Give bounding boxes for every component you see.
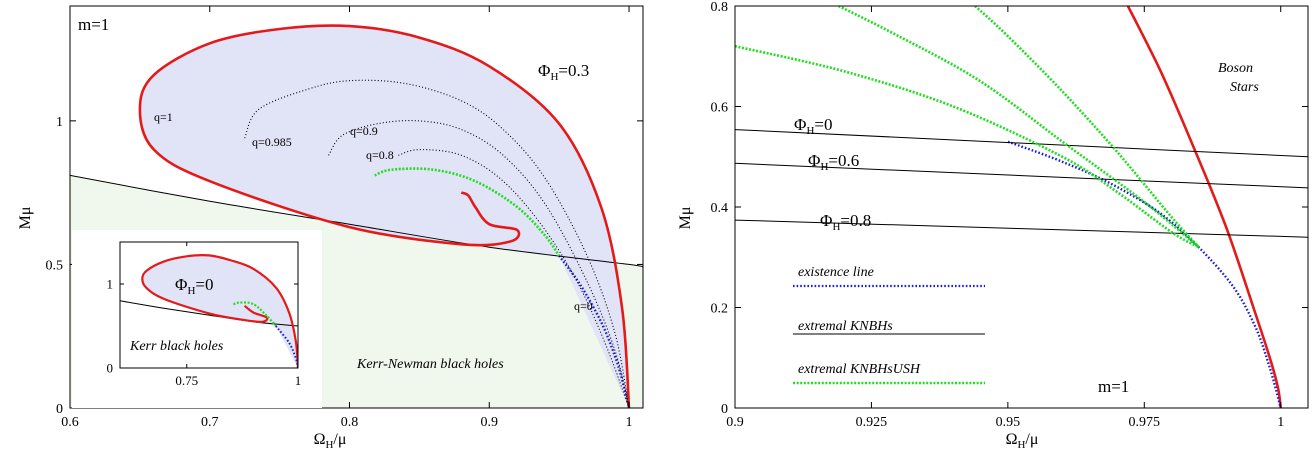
right-extremal-KNBHsUSH-series-7 (974, 6, 1200, 249)
left-existence-line-series-0 (558, 255, 631, 408)
legend-extremal-label: extremal KNBHs (798, 319, 893, 334)
legend-ush-label: extremal KNBHsUSH (798, 362, 921, 377)
right-chart: 0.9 0.925 0.95 0.975 1 0 0.2 0.4 0.6 0.8 Boson St… (677, 0, 1309, 450)
left-solutions-q0985-series-3 (244, 79, 630, 408)
label-phi0: ΦH=0 (794, 115, 832, 137)
left-solutions-q1-series-2 (138, 24, 631, 408)
left-solutions-q09-series-4 (328, 120, 630, 408)
right-y-axis-title: Mμ (677, 207, 694, 230)
left-y-tick-label: 1 (56, 115, 63, 130)
left-chart: 0.6 0.7 0.8 0.9 1 0 0.5 1 m=1 ΦH=0.3 q=1 q=0.98… (17, 5, 644, 450)
right-x-tick-label: 0.975 (1129, 415, 1161, 430)
right-extremal-KNBHsUSH-series-5 (735, 44, 1200, 249)
label-m: m=1 (78, 15, 109, 34)
label-boson: Boson (1218, 61, 1253, 76)
right-x-tick-label: 0.95 (996, 415, 1021, 430)
inset-frame (119, 241, 299, 369)
inset-chart: 0.75 1 0 1 ΦH=0 Kerr black holes (72, 230, 322, 408)
left-extremal-KN-series-1 (70, 174, 643, 268)
right-y-tick-label: 0 (721, 402, 728, 417)
left-plot-frame (69, 5, 644, 409)
right-extremal-KNBHs-series-4 (735, 219, 1308, 238)
right-y-tick-label: 0.8 (711, 0, 729, 15)
inset-y-tick-label: 0 (107, 361, 114, 376)
right-y-tick-label: 0.4 (711, 201, 729, 216)
label-q0: q=0 (574, 299, 593, 313)
label-kerr-newman: Kerr-Newman black holes (356, 357, 504, 372)
right-x-tick-label: 0.925 (856, 415, 888, 430)
right-y-tick-label: 0.6 (711, 100, 729, 115)
left-x-tick-label: 1 (626, 415, 633, 430)
left-y-axis-title: Mμ (17, 207, 34, 230)
inset-x-tick-label: 0.75 (175, 373, 198, 388)
left-x-tick-label: 0.6 (61, 415, 79, 430)
right-existence-line-series-1 (1007, 140, 1282, 408)
left-y-tick-label: 0 (56, 402, 63, 417)
inset-extremal-USH-series-3 (233, 301, 277, 327)
left-x-tick-label: 0.8 (341, 415, 359, 430)
label-phi08: ΦH=0.8 (820, 211, 871, 233)
right-extremal-KNBHs-series-3 (735, 162, 1308, 189)
inset-label-kerr: Kerr black holes (129, 339, 224, 354)
right-x-tick-label: 0.9 (726, 415, 744, 430)
inset-solution-region (142, 255, 298, 368)
left-y-tick-label: 0.5 (46, 258, 64, 273)
left-x-tick-label: 0.7 (201, 415, 219, 430)
label-q0985: q=0.985 (252, 135, 292, 149)
legend-existence-label: existence line (798, 265, 874, 280)
label-phi06: ΦH=0.6 (808, 151, 859, 173)
label-q09: q=0.9 (350, 124, 378, 138)
solution-region (139, 25, 629, 408)
right-y-tick-label: 0.2 (711, 301, 729, 316)
inset-solutions-series-1 (141, 254, 298, 368)
left-x-axis-title: ΩH/μ (314, 431, 347, 450)
inset-x-tick-label: 1 (295, 373, 302, 388)
left-x-tick-label: 0.9 (481, 415, 499, 430)
label-phi: ΦH=0.3 (538, 61, 589, 83)
legend: existence line extremal KNBHs extremal K… (793, 265, 985, 385)
label-stars: Stars (1230, 80, 1259, 95)
inset-label-phi: ΦH=0 (175, 275, 213, 297)
right-boson-stars-series-0 (1126, 6, 1282, 408)
inset-y-tick-label: 1 (107, 277, 114, 292)
inset-extremal-Kerr-series-0 (120, 300, 298, 327)
right-extremal-KNBHsUSH-series-6 (838, 6, 1200, 249)
label-q1: q=1 (154, 110, 173, 124)
right-x-axis-title: ΩH/μ (1006, 431, 1039, 450)
right-extremal-KNBHs-series-2 (735, 129, 1308, 158)
right-label-m: m=1 (1098, 377, 1129, 396)
label-q08: q=0.8 (366, 148, 394, 162)
right-x-tick-label: 1 (1277, 415, 1284, 430)
inset-existence-line-series-2 (275, 325, 298, 368)
